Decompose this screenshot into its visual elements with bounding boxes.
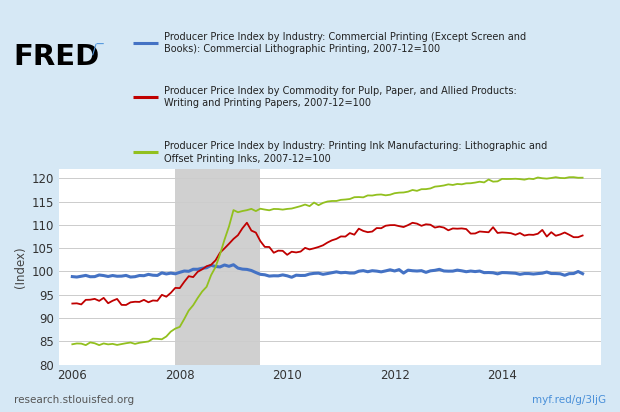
Text: myf.red/g/3ljG: myf.red/g/3ljG bbox=[532, 395, 606, 405]
Text: Producer Price Index by Commodity for Pulp, Paper, and Allied Products:
Writing : Producer Price Index by Commodity for Pu… bbox=[164, 86, 517, 108]
Y-axis label: (Index): (Index) bbox=[14, 246, 27, 288]
Text: ∕‾: ∕‾ bbox=[92, 43, 104, 57]
Text: research.stlouisfed.org: research.stlouisfed.org bbox=[14, 395, 134, 405]
Text: FRED: FRED bbox=[14, 43, 100, 71]
Bar bbox=[175, 169, 260, 365]
Text: Producer Price Index by Industry: Printing Ink Manufacturing: Lithographic and
O: Producer Price Index by Industry: Printi… bbox=[164, 141, 547, 164]
Text: Producer Price Index by Industry: Commercial Printing (Except Screen and
Books):: Producer Price Index by Industry: Commer… bbox=[164, 32, 526, 54]
